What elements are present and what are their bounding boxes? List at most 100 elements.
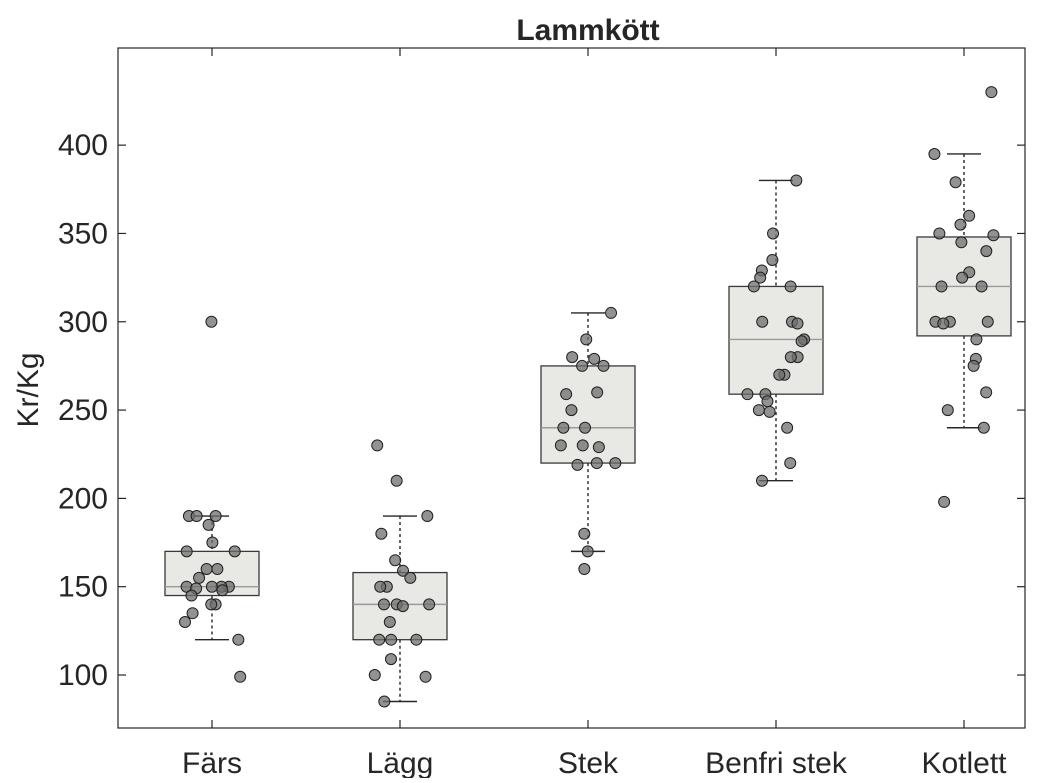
data-point [186,607,199,620]
data-point [967,359,980,372]
data-point [938,495,951,508]
data-point [368,669,381,682]
y-tick-label: 200 [58,482,108,515]
data-point [579,421,592,434]
data-point [955,236,968,249]
data-point [377,598,390,611]
data-point [234,670,247,683]
data-point [205,315,218,328]
data-point [747,280,760,293]
x-tick-label: Färs [182,747,242,778]
data-point [576,439,589,452]
y-tick-label: 350 [58,217,108,250]
data-point [228,545,241,558]
data-point [761,395,774,408]
data-point [397,564,410,577]
data-point [941,404,954,417]
data-point [578,527,591,540]
y-tick-label: 250 [58,394,108,427]
data-point [385,653,398,666]
data-point [767,227,780,240]
data-point [205,598,218,611]
data-point [374,580,387,593]
data-point [211,563,224,576]
data-point [970,333,983,346]
data-point [754,271,767,284]
x-tick-label: Lägg [367,747,434,778]
data-point [784,457,797,470]
data-point [588,352,601,365]
y-tick-label: 100 [58,659,108,692]
data-point [977,421,990,434]
x-tick-label: Kotlett [921,747,1007,778]
data-point [209,510,222,523]
data-point [956,271,969,284]
data-point [190,510,203,523]
data-point [963,209,976,222]
y-axis-label: Kr/Kg [12,352,45,427]
data-point [580,333,593,346]
data-point [216,584,229,597]
data-point [390,474,403,487]
data-point [385,633,398,646]
data-point [756,315,769,328]
data-point [232,633,245,646]
data-point [410,633,423,646]
data-point [205,580,218,593]
data-point [981,315,994,328]
data-point [375,527,388,540]
data-point [591,386,604,399]
data-point [378,695,391,708]
data-point [597,359,610,372]
box [540,365,636,464]
plot-frame [117,47,1026,729]
data-point [609,457,622,470]
data-point [741,388,754,401]
data-point [200,563,213,576]
data-point [592,441,605,454]
data-point [179,616,192,629]
data-point [795,335,808,348]
data-point [202,518,215,531]
data-point [180,545,193,558]
data-point [373,633,386,646]
data-point [565,404,578,417]
data-point [185,589,198,602]
data-point [389,554,402,567]
data-point [791,317,804,330]
data-point [578,563,591,576]
chart-title: Lammkött [516,14,659,47]
data-point [773,368,786,381]
data-point [557,421,570,434]
data-point [790,174,803,187]
data-point [576,359,589,372]
data-point [371,439,384,452]
data-point [421,510,434,523]
data-point [404,571,417,584]
y-tick-label: 400 [58,129,108,162]
data-point [987,229,1000,242]
data-point [933,227,946,240]
data-point [554,439,567,452]
data-point [763,405,776,418]
x-tick-label: Benfri stek [705,747,848,778]
data-point [954,218,967,231]
data-point [419,670,432,683]
y-tick-label: 150 [58,571,108,604]
data-point [980,245,993,258]
data-point [396,600,409,613]
data-point [756,474,769,487]
data-point [581,545,594,558]
data-point [423,598,436,611]
data-point [206,536,219,549]
x-tick-label: Stek [558,747,619,778]
data-point [784,351,797,364]
data-point [980,386,993,399]
data-point [571,458,584,471]
data-point [781,421,794,434]
plot-area: 100 150 200 250 300 350 400 Färs Lägg Stek Benfri … [58,47,1026,780]
data-point [193,571,206,584]
data-point [566,351,579,364]
data-point [752,404,765,417]
data-point [590,457,603,470]
